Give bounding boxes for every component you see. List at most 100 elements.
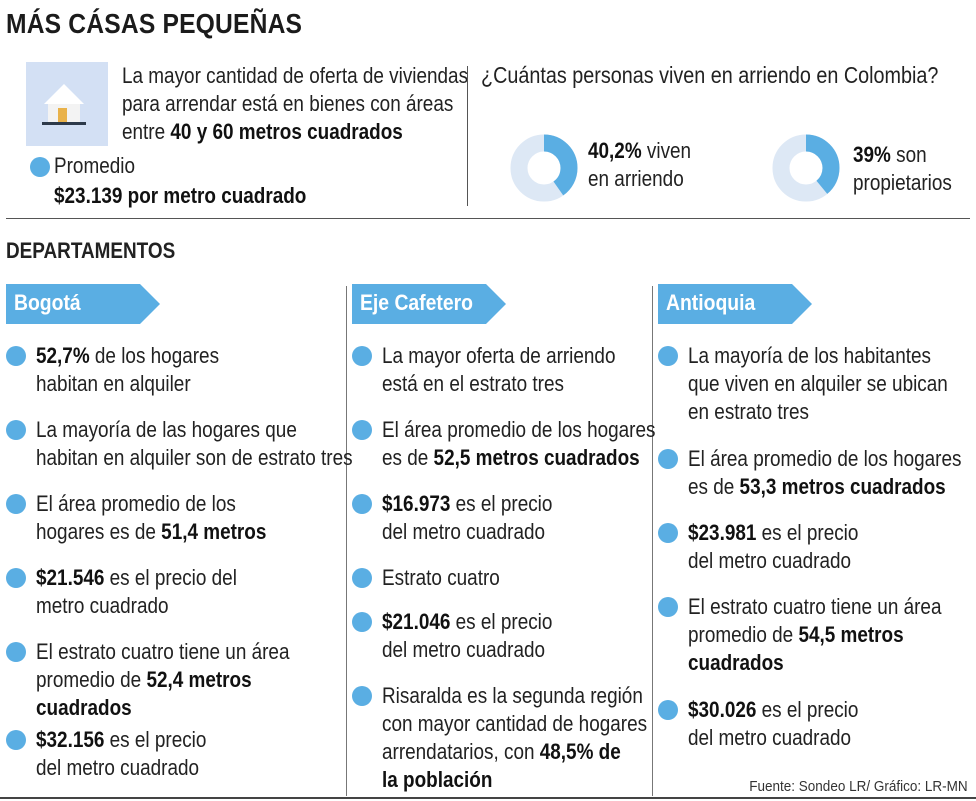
bold-text: $30.026 [688, 697, 757, 722]
list-item-text: $32.156 es el precio del metro cuadrado [36, 726, 206, 782]
intro-line-bold: 40 y 60 metros cuadrados [170, 119, 403, 144]
list-item-text: La mayoría de las hogares que habitan en … [36, 416, 353, 472]
list-item-line: del metro cuadrado [36, 754, 206, 782]
department-banner: Bogotá [6, 284, 344, 324]
text-segment: La mayoría de los habitantes [688, 343, 931, 368]
list-item-line: El área promedio de los [36, 490, 266, 518]
list-item-line: del metro cuadrado [382, 518, 552, 546]
banner-arrow [6, 284, 160, 324]
list-item-line: $30.026 es el precio [688, 696, 858, 724]
bullet-dot [658, 523, 678, 543]
list-item: El área promedio de los hogares es de 52,… [352, 416, 700, 472]
bold-text: cuadrados [36, 695, 132, 720]
text-segment: promedio de [36, 667, 147, 692]
bold-text: $32.156 [36, 727, 105, 752]
donut-chart-renters [510, 134, 578, 202]
donut-label-line: 40,2% viven [588, 137, 691, 165]
text-segment: es el precio [450, 491, 553, 516]
department-name: Antioquia [666, 290, 756, 315]
donut-slice-highlight [510, 134, 578, 202]
intro-line: entre 40 y 60 metros cuadrados [122, 118, 468, 146]
bold-text: 52,7% [36, 343, 90, 368]
list-item-line: $23.981 es el precio [688, 519, 858, 547]
text-segment: habitan en alquiler [36, 371, 191, 396]
banner-arrow [352, 284, 506, 324]
bullet-dot [6, 420, 26, 440]
list-item-text: La mayoría de los habitantes que viven en… [688, 342, 948, 426]
list-item-line: $21.546 es el precio del [36, 564, 237, 592]
list-item: Risaralda es la segunda región con mayor … [352, 682, 690, 794]
list-item-line: del metro cuadrado [688, 547, 858, 575]
list-item-text: Estrato cuatro [382, 564, 500, 592]
list-item-line: la población [382, 766, 647, 794]
list-item-line: El área promedio de los hogares [688, 445, 961, 473]
column-divider [652, 286, 653, 796]
text-segment: La mayoría de las hogares que [36, 417, 297, 442]
bold-text: 53,3 metros cuadrados [739, 474, 946, 499]
text-segment: hogares es de [36, 519, 162, 544]
bullet-dot [352, 346, 372, 366]
list-item-line: cuadrados [688, 649, 941, 677]
banner-arrow-shape [6, 284, 160, 324]
bold-text: la población [382, 767, 493, 792]
column-divider [346, 286, 347, 796]
text-segment: del metro cuadrado [36, 755, 200, 780]
list-item: El estrato cuatro tiene un área promedio … [658, 593, 976, 677]
donut-label-renters: 40,2% viven en arriendo [588, 137, 691, 193]
text-segment: promedio de [688, 622, 799, 647]
list-item-line: La mayoría de las hogares que [36, 416, 353, 444]
donut-chart-owners [772, 134, 840, 202]
donut-value: 40,2% [588, 138, 642, 163]
vertical-divider [467, 66, 468, 206]
text-segment: habitan en alquiler son de estrato tres [36, 445, 353, 470]
list-item-text: $16.973 es el precio del metro cuadrado [382, 490, 552, 546]
list-item-line: La mayoría de los habitantes [688, 342, 948, 370]
text-segment: es el precio [104, 727, 207, 752]
list-item-line: $32.156 es el precio [36, 726, 206, 754]
list-item-line: arrendatarios, con 48,5% de [382, 738, 647, 766]
bullet-dot [352, 612, 372, 632]
bullet-dot [30, 157, 50, 177]
intro-line-prefix: entre [122, 119, 171, 144]
list-item-line: El estrato cuatro tiene un área [36, 638, 289, 666]
bullet-dot [658, 449, 678, 469]
bullet-dot [352, 686, 372, 706]
list-item-line: es de 53,3 metros cuadrados [688, 473, 961, 501]
text-segment: es el precio [756, 697, 859, 722]
bold-text: cuadrados [688, 650, 784, 675]
list-item: La mayor oferta de arriendo está en el es… [352, 342, 654, 398]
donut-label-owners: 39% son propietarios [853, 141, 952, 197]
list-item-line: metro cuadrado [36, 592, 237, 620]
list-item-line: promedio de 54,5 metros [688, 621, 941, 649]
department-column-antioquia: Antioquia La mayoría de los habitantes que… [658, 284, 970, 750]
text-segment: El área promedio de los hogares [688, 446, 962, 471]
text-segment: Estrato cuatro [382, 565, 500, 590]
bullet-dot [6, 568, 26, 588]
bold-text: $21.046 [382, 609, 451, 634]
list-item-line: 52,7% de los hogares [36, 342, 219, 370]
list-item-text: El estrato cuatro tiene un área promedio … [688, 593, 941, 677]
bold-text: $21.546 [36, 565, 105, 590]
bullet-dot [658, 700, 678, 720]
list-item-line: del metro cuadrado [382, 636, 552, 664]
text-segment: El estrato cuatro tiene un área [688, 594, 942, 619]
banner-arrow-shape [658, 284, 812, 324]
bullet-dot [6, 730, 26, 750]
bullet-dot [352, 494, 372, 514]
list-item: $23.981 es el precio del metro cuadrado [658, 519, 886, 575]
intro-text: La mayor cantidad de oferta de viviendas… [122, 62, 468, 146]
list-item-line: está en el estrato tres [382, 370, 615, 398]
list-item-text: El estrato cuatro tiene un área promedio … [36, 638, 289, 722]
list-item-line: con mayor cantidad de hogares [382, 710, 647, 738]
list-item: El área promedio de los hogares es de 51,… [6, 490, 304, 546]
list-item: $30.026 es el precio del metro cuadrado [658, 696, 886, 752]
list-item: Estrato cuatro [352, 564, 519, 592]
department-name: Eje Cafetero [360, 290, 473, 315]
department-banner: Antioquia [658, 284, 970, 324]
bullet-dot [352, 568, 372, 588]
list-item-line: habitan en alquiler son de estrato tres [36, 444, 353, 472]
donut-label-after: son [890, 142, 927, 167]
bullet-dot [658, 597, 678, 617]
list-item: La mayoría de los habitantes que viven en… [658, 342, 976, 426]
text-segment: es de [382, 445, 434, 470]
